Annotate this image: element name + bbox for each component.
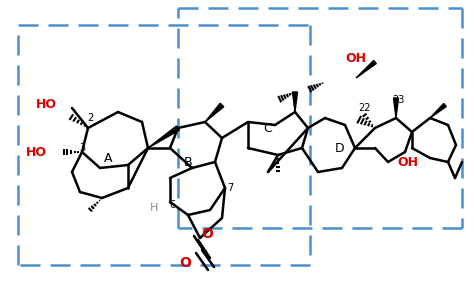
Text: 23: 23	[392, 95, 404, 105]
Text: H: H	[150, 203, 158, 213]
Text: OH: OH	[398, 156, 419, 168]
Text: OH: OH	[346, 52, 366, 64]
Text: O: O	[179, 256, 191, 270]
Text: O: O	[201, 227, 213, 241]
Text: HO: HO	[26, 146, 46, 159]
Text: 3: 3	[79, 143, 85, 153]
Polygon shape	[356, 60, 376, 78]
Text: D: D	[335, 142, 345, 154]
Text: 22: 22	[359, 103, 371, 113]
Polygon shape	[148, 126, 179, 148]
Text: C: C	[264, 122, 273, 134]
Polygon shape	[292, 92, 298, 112]
Text: 6: 6	[169, 200, 175, 210]
Polygon shape	[205, 103, 224, 122]
Polygon shape	[393, 98, 399, 118]
Text: A: A	[104, 151, 112, 164]
Text: HO: HO	[36, 98, 56, 112]
Text: 2: 2	[87, 113, 93, 123]
Text: 7: 7	[227, 183, 233, 193]
Polygon shape	[430, 103, 447, 118]
Text: B: B	[184, 156, 192, 168]
